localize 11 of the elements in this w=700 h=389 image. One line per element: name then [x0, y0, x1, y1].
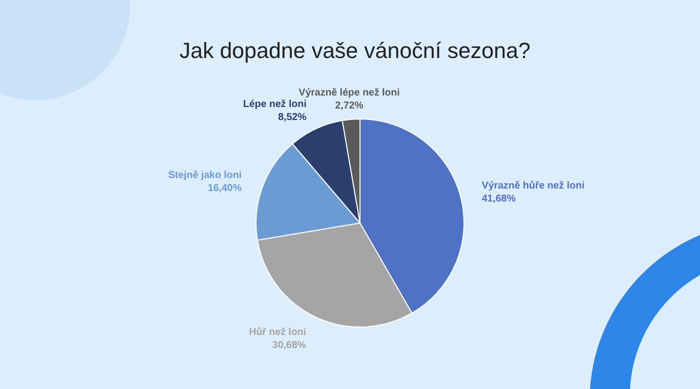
slice-label: Výrazně hůře než loni [482, 179, 585, 192]
slice-label: Hůř než loni [248, 326, 306, 338]
data-label: 2,72% [335, 100, 364, 112]
slice-label: Stejně jako loni [168, 170, 242, 181]
data-label: 8,52% [278, 112, 307, 123]
slice-label: Výrazně lépe než loni [298, 87, 400, 98]
data-label: 41,68% [482, 193, 516, 204]
slice-label: Lépe než loni [243, 98, 307, 110]
data-label: 16,40% [208, 182, 242, 194]
chart-title: Jak dopadne vaše vánoční sezona? [179, 38, 531, 63]
data-label: 30,68% [272, 340, 306, 351]
